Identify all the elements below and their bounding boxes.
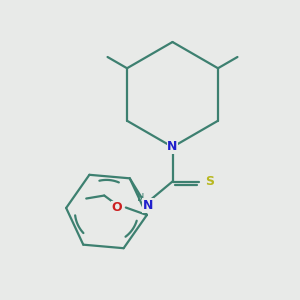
Text: S: S [205,175,214,188]
Text: N: N [167,140,178,154]
Text: H: H [136,193,144,203]
Text: N: N [143,199,153,212]
Text: O: O [112,201,122,214]
